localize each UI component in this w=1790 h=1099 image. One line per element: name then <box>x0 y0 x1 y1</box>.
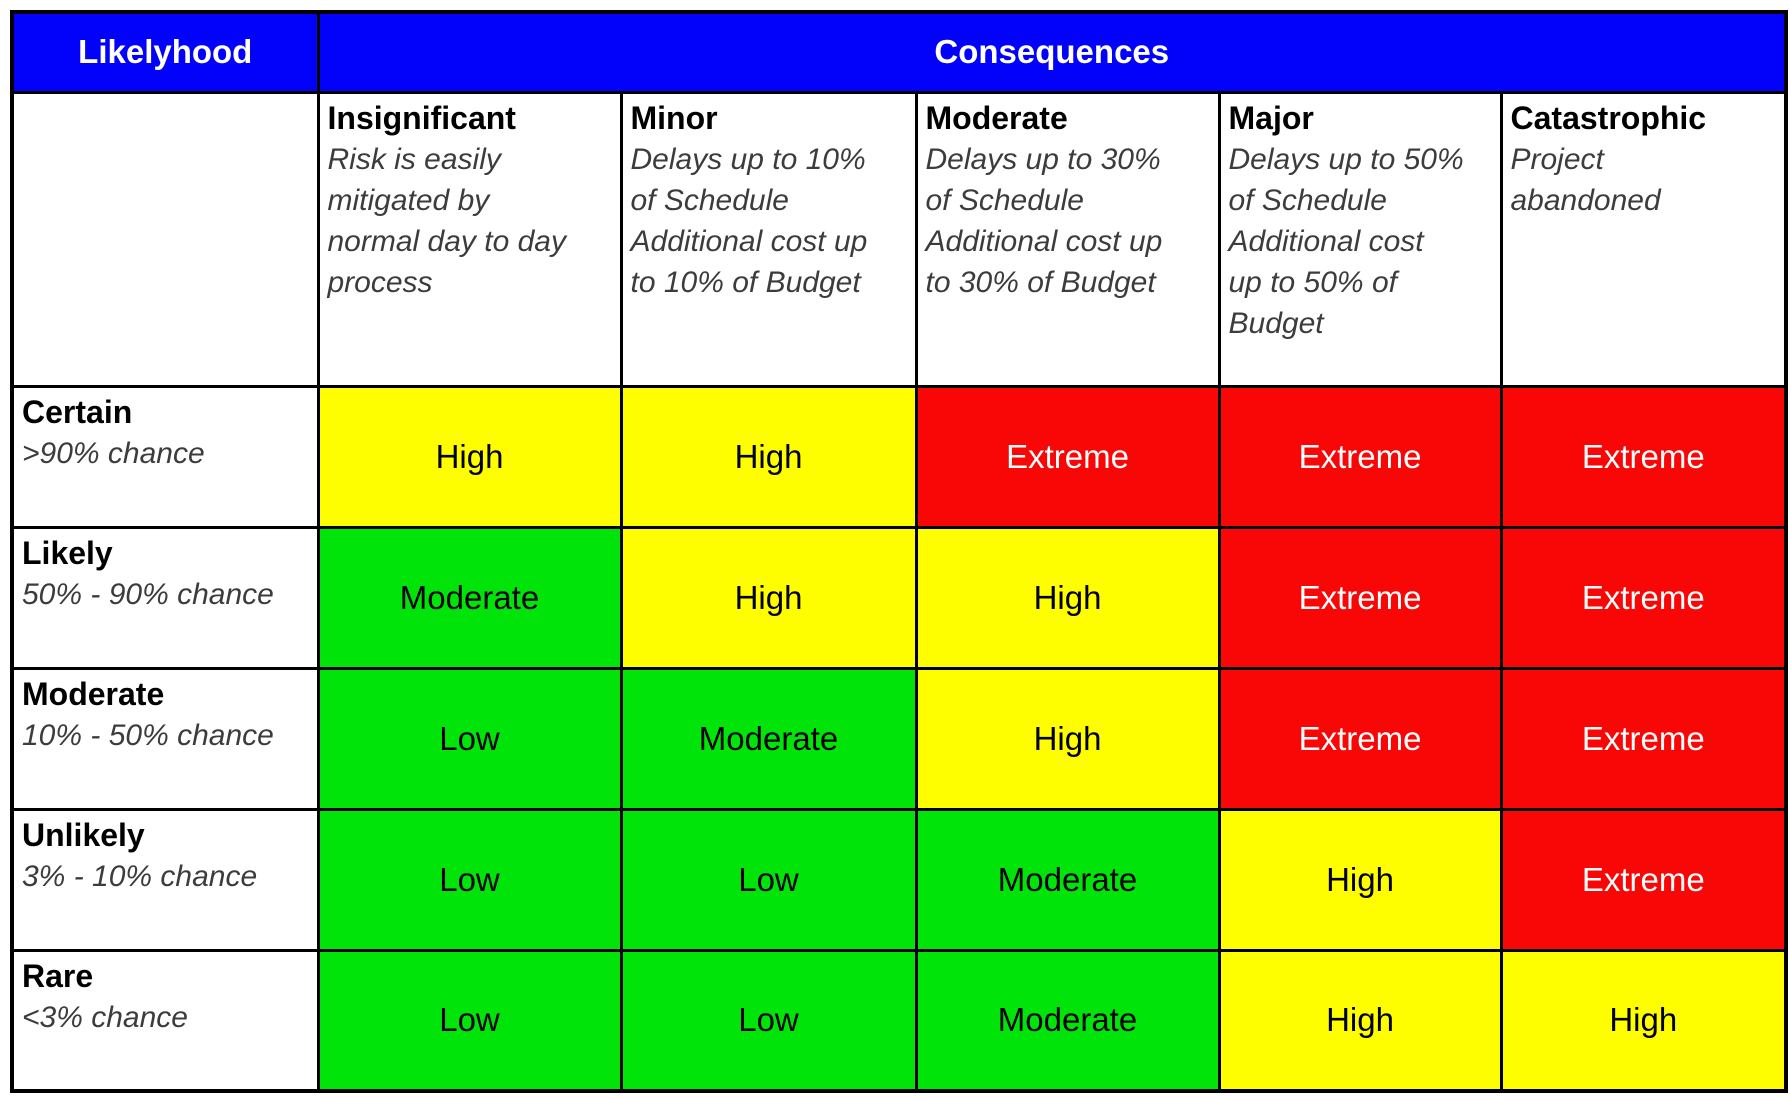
risk-cell: Low <box>619 807 918 952</box>
risk-matrix-table: Likelyhood Consequences Insignificant Ri… <box>10 10 1789 1093</box>
row-header-likely: Likely 50% - 90% chance <box>10 525 320 670</box>
risk-cell: Low <box>316 948 623 1093</box>
risk-cell: High <box>914 666 1221 811</box>
risk-cell: Extreme <box>1499 384 1788 529</box>
row-rare: Rare <3% chance Low Low Moderate High Hi… <box>10 948 1788 1093</box>
column-header-catastrophic: Catastrophic Project abandoned <box>1499 90 1788 388</box>
risk-cell: High <box>1217 807 1503 952</box>
column-header-major: Major Delays up to 50% of Schedule Addit… <box>1217 90 1503 388</box>
likelihood-axis-label: Likelyhood <box>10 10 320 94</box>
row-subtitle: 10% - 50% chance <box>22 718 274 752</box>
risk-cell: Low <box>619 948 918 1093</box>
risk-cell: Low <box>316 666 623 811</box>
column-description: Risk is easily mitigated by normal day t… <box>327 142 566 299</box>
row-title: Unlikely <box>22 816 145 853</box>
column-description: Delays up to 30% of Schedule Additional … <box>925 142 1163 299</box>
row-subtitle: 3% - 10% chance <box>22 859 258 893</box>
risk-cell: Extreme <box>1499 807 1788 952</box>
risk-cell: Low <box>316 807 623 952</box>
risk-cell: Moderate <box>914 948 1221 1093</box>
column-description: Project abandoned <box>1510 142 1661 217</box>
column-header-moderate: Moderate Delays up to 30% of Schedule Ad… <box>914 90 1221 388</box>
consequences-axis-label: Consequences <box>316 10 1788 94</box>
row-unlikely: Unlikely 3% - 10% chance Low Low Moderat… <box>10 807 1788 952</box>
column-title: Minor <box>630 99 718 136</box>
row-subtitle: <3% chance <box>22 1000 188 1034</box>
risk-cell: Moderate <box>316 525 623 670</box>
column-title: Moderate <box>925 99 1068 136</box>
row-title: Rare <box>22 957 94 994</box>
risk-cell: Extreme <box>1217 666 1503 811</box>
header-band-row: Likelyhood Consequences <box>10 10 1788 94</box>
row-header-moderate: Moderate 10% - 50% chance <box>10 666 320 811</box>
risk-cell: Extreme <box>1217 384 1503 529</box>
row-certain: Certain >90% chance High High Extreme Ex… <box>10 384 1788 529</box>
risk-cell: High <box>914 525 1221 670</box>
row-title: Moderate <box>22 675 165 712</box>
column-title: Insignificant <box>327 99 516 136</box>
risk-cell: High <box>619 384 918 529</box>
column-title: Catastrophic <box>1510 99 1707 136</box>
row-title: Certain <box>22 393 133 430</box>
risk-cell: High <box>316 384 623 529</box>
empty-corner-cell <box>10 90 320 388</box>
row-likely: Likely 50% - 90% chance Moderate High Hi… <box>10 525 1788 670</box>
column-header-insignificant: Insignificant Risk is easily mitigated b… <box>316 90 623 388</box>
column-description: Delays up to 10% of Schedule Additional … <box>630 142 868 299</box>
row-header-certain: Certain >90% chance <box>10 384 320 529</box>
risk-cell: Extreme <box>1499 525 1788 670</box>
row-header-unlikely: Unlikely 3% - 10% chance <box>10 807 320 952</box>
row-title: Likely <box>22 534 113 571</box>
risk-cell: High <box>619 525 918 670</box>
risk-cell: Extreme <box>1217 525 1503 670</box>
row-subtitle: >90% chance <box>22 436 205 470</box>
risk-cell: High <box>1499 948 1788 1093</box>
risk-cell: High <box>1217 948 1503 1093</box>
column-title: Major <box>1228 99 1314 136</box>
risk-cell: Extreme <box>914 384 1221 529</box>
row-header-rare: Rare <3% chance <box>10 948 320 1093</box>
risk-cell: Moderate <box>914 807 1221 952</box>
column-header-minor: Minor Delays up to 10% of Schedule Addit… <box>619 90 918 388</box>
column-header-row: Insignificant Risk is easily mitigated b… <box>10 90 1788 388</box>
risk-cell: Extreme <box>1499 666 1788 811</box>
row-moderate: Moderate 10% - 50% chance Low Moderate H… <box>10 666 1788 811</box>
risk-cell: Moderate <box>619 666 918 811</box>
row-subtitle: 50% - 90% chance <box>22 577 274 611</box>
column-description: Delays up to 50% of Schedule Additional … <box>1228 142 1464 340</box>
